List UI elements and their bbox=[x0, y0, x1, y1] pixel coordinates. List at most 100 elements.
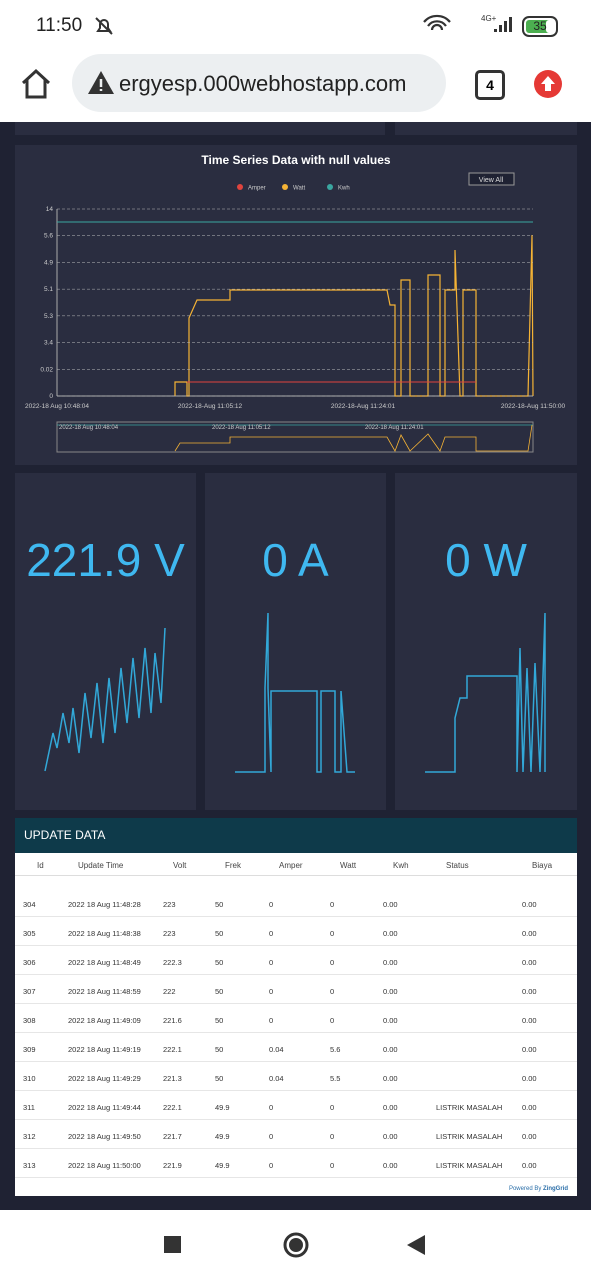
footer-brand: ZingGrid bbox=[543, 1186, 568, 1192]
table-cell: 50 bbox=[215, 900, 224, 909]
column-header[interactable]: Volt bbox=[173, 861, 187, 870]
table-cell: 309 bbox=[23, 1045, 36, 1054]
table-cell: 305 bbox=[23, 929, 36, 938]
recents-button[interactable] bbox=[164, 1236, 181, 1253]
table-cell: 0.00 bbox=[522, 1074, 537, 1083]
table-cell: 0.00 bbox=[522, 1132, 537, 1141]
row-divider bbox=[15, 1119, 577, 1120]
y-tick-label: 5.1 bbox=[44, 286, 53, 293]
column-header[interactable]: Frek bbox=[225, 861, 241, 870]
table-cell: 0.00 bbox=[522, 929, 537, 938]
x-tick-label: 2022-18 Aug 10:48:04 bbox=[25, 403, 89, 410]
table-cell: 221.3 bbox=[163, 1074, 182, 1083]
table-cell: 2022 18 Aug 11:49:19 bbox=[68, 1045, 141, 1054]
column-header[interactable]: Kwh bbox=[393, 861, 409, 870]
voltage-sparkline bbox=[44, 627, 166, 772]
view-all-button[interactable] bbox=[468, 172, 515, 186]
wifi-icon bbox=[423, 14, 451, 31]
row-divider bbox=[15, 945, 577, 946]
table-cell: 49.9 bbox=[215, 1132, 230, 1141]
table-cell: 0.00 bbox=[522, 1103, 537, 1112]
table-cell: 50 bbox=[215, 1016, 224, 1025]
table-cell: 310 bbox=[23, 1074, 36, 1083]
status-bar: 11:50 4G+ 35 bbox=[0, 0, 591, 50]
voltage-value: 221.9 V bbox=[26, 534, 185, 586]
table-cell: 0.00 bbox=[383, 1161, 398, 1170]
row-divider bbox=[15, 1148, 577, 1149]
preview-box bbox=[56, 421, 534, 453]
table-cell: 5.6 bbox=[330, 1045, 341, 1054]
table-cell: 50 bbox=[215, 1074, 224, 1083]
table-cell: 304 bbox=[23, 900, 36, 909]
home-button[interactable] bbox=[20, 68, 52, 100]
table-cell: 306 bbox=[23, 958, 36, 967]
table-cell: 2022 18 Aug 11:48:59 bbox=[68, 987, 141, 996]
back-button[interactable] bbox=[405, 1234, 427, 1256]
table-cell: 222.3 bbox=[163, 958, 182, 967]
voltage-card: 221.9 V bbox=[15, 473, 196, 810]
column-header[interactable]: Status bbox=[446, 861, 469, 870]
table-cell: 0 bbox=[269, 900, 274, 909]
table-cell: 0.00 bbox=[522, 900, 537, 909]
x-tick-label: 2022-18-Aug 11:24:01 bbox=[331, 403, 396, 410]
row-divider bbox=[15, 974, 577, 975]
legend-marker bbox=[237, 184, 243, 190]
grid-footer: Powered By ZingGrid bbox=[509, 1186, 568, 1192]
table-cell: 221.7 bbox=[163, 1132, 182, 1141]
x-tick-label: 2022-18-Aug 11:50:00 bbox=[501, 403, 566, 410]
table-cell: 0.00 bbox=[383, 900, 398, 909]
table-cell: 221.9 bbox=[163, 1161, 182, 1170]
row-divider bbox=[15, 1061, 577, 1062]
table-cell: 0 bbox=[269, 1103, 274, 1112]
table-cell: 311 bbox=[23, 1103, 35, 1112]
url-text: ergyesp.000webhostapp.com bbox=[119, 71, 407, 96]
current-sparkline bbox=[235, 612, 355, 773]
column-header[interactable]: Amper bbox=[279, 861, 303, 870]
data-grid: UPDATE DATA Powered By ZingGrid Id Update… bbox=[15, 818, 577, 1196]
table-cell: LISTRIK MASALAH bbox=[436, 1103, 503, 1112]
table-cell: LISTRIK MASALAH bbox=[436, 1132, 503, 1141]
preview-label: 2022-18 Aug 11:05:12 bbox=[212, 425, 271, 431]
row-divider bbox=[15, 1032, 577, 1033]
url-bar[interactable]: ergyesp.000webhostapp.com bbox=[72, 54, 446, 112]
legend-label: Watt bbox=[293, 186, 305, 192]
column-header[interactable]: Id bbox=[37, 861, 44, 870]
legend-label: Amper bbox=[248, 186, 266, 192]
column-header[interactable]: Watt bbox=[340, 861, 357, 870]
power-sparkline bbox=[425, 612, 546, 773]
table-cell: 222.1 bbox=[163, 1045, 182, 1054]
table-cell: 0 bbox=[269, 1161, 274, 1170]
y-tick-label: 0 bbox=[49, 393, 53, 400]
table-cell: 0.00 bbox=[383, 1132, 398, 1141]
table-cell: 0 bbox=[269, 1016, 274, 1025]
table-cell: 0 bbox=[330, 900, 335, 909]
update-button[interactable] bbox=[534, 70, 562, 98]
y-tick-label: 4.9 bbox=[44, 259, 53, 266]
x-tick-label: 2022-18-Aug 11:05:12 bbox=[178, 403, 243, 410]
row-divider bbox=[15, 916, 577, 917]
table-cell: 0 bbox=[269, 958, 274, 967]
y-tick-label: 0.02 bbox=[40, 366, 53, 373]
tab-count[interactable]: 4 bbox=[475, 70, 505, 100]
table-cell: 0 bbox=[269, 929, 274, 938]
y-tick-label: 5.6 bbox=[44, 233, 53, 240]
table-cell: 49.9 bbox=[215, 1161, 230, 1170]
column-header[interactable]: Biaya bbox=[532, 861, 553, 870]
table-cell: 308 bbox=[23, 1016, 36, 1025]
table-cell: 0 bbox=[330, 987, 335, 996]
y-tick-label: 14 bbox=[46, 206, 54, 213]
table-cell: 49.9 bbox=[215, 1103, 230, 1112]
row-divider bbox=[15, 1003, 577, 1004]
current-value: 0 A bbox=[262, 534, 329, 586]
legend-marker bbox=[327, 184, 333, 190]
current-card: 0 A bbox=[205, 473, 386, 810]
table-cell: 50 bbox=[215, 958, 224, 967]
table-cell: 222 bbox=[163, 987, 176, 996]
battery: 35 bbox=[522, 16, 558, 37]
table-cell: 0 bbox=[330, 1161, 335, 1170]
chart-title: Time Series Data with null values bbox=[201, 153, 391, 167]
table-cell: 0.00 bbox=[522, 1045, 537, 1054]
column-header[interactable]: Update Time bbox=[78, 861, 124, 870]
table-cell: 0 bbox=[330, 1132, 335, 1141]
home-nav-button[interactable] bbox=[282, 1231, 310, 1259]
